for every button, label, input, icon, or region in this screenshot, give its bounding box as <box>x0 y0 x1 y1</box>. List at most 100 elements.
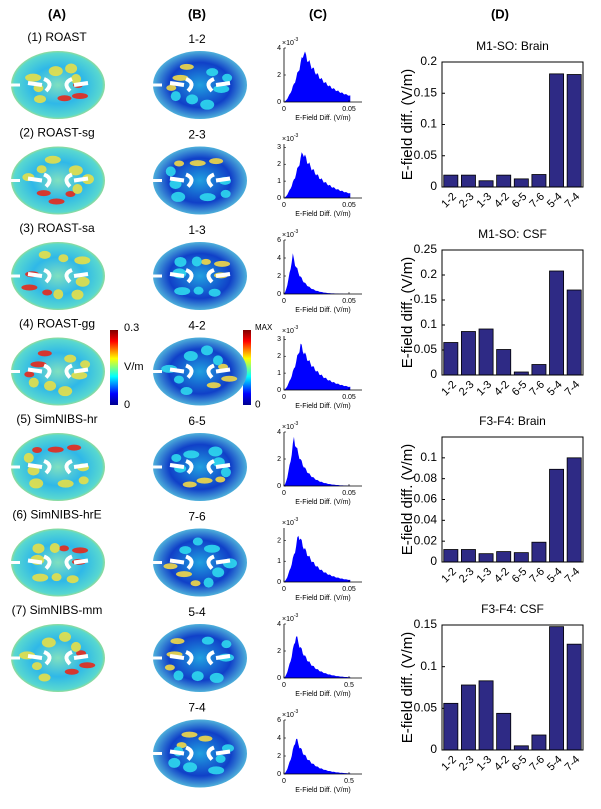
axis-multiplier: ×10-3 <box>282 517 299 527</box>
hotspot <box>71 92 88 99</box>
x-tick-label: 0.05 <box>342 586 356 593</box>
hotspot <box>183 350 198 361</box>
hotspot <box>176 571 193 578</box>
x-tick-label: 5-4 <box>545 566 565 586</box>
brain-outline <box>11 337 105 406</box>
hotspot <box>47 446 64 453</box>
x-tick-label: 2-3 <box>457 754 477 774</box>
hotspot <box>173 375 184 384</box>
y-axis-label: E-field diff. (V/m) <box>399 632 416 743</box>
brain-slice <box>11 146 105 215</box>
x-tick-label: 0.05 <box>342 202 356 209</box>
y-tick-label: 0 <box>277 579 281 586</box>
exponent: -3 <box>294 37 299 43</box>
x-tick-label: 1-3 <box>475 566 495 586</box>
x-tick-label: 7-4 <box>563 379 583 399</box>
histogram-shape <box>284 51 351 102</box>
ventricle <box>169 77 231 93</box>
hotspot <box>24 371 35 378</box>
x-axis-label: E-Field Diff. (V/m) <box>295 787 351 794</box>
y-tick-label: 3 <box>277 336 281 343</box>
hotspot <box>58 386 73 397</box>
row-label: (5) SimNIBS-hr <box>16 412 97 426</box>
hotspot <box>71 73 82 84</box>
x-tick-label: 0.05 <box>342 394 356 401</box>
x-tick-label: 0.5 <box>344 682 354 689</box>
brain-outline <box>11 51 105 119</box>
hotspot <box>170 91 181 102</box>
brain-outline <box>153 433 247 501</box>
row-label: 1-3 <box>188 223 206 237</box>
brain-outline <box>153 51 247 119</box>
hotspot <box>28 377 39 388</box>
x-axis-label: E-Field Diff. (V/m) <box>295 403 351 410</box>
y-tick-label: 0.08 <box>414 471 438 485</box>
bar <box>443 702 459 751</box>
y-tick-label: 0.1 <box>420 117 437 131</box>
hotspot <box>71 289 84 300</box>
hotspot <box>165 166 176 177</box>
y-tick-label: 0 <box>430 554 437 568</box>
bar <box>513 552 529 563</box>
hotspot <box>208 766 225 775</box>
hotspot <box>182 481 197 488</box>
hotspot <box>198 735 213 742</box>
multiplier: ×10 <box>282 520 294 527</box>
y-tick-label: 1 <box>277 370 281 377</box>
brain-slice <box>11 433 105 501</box>
axis-multiplier: ×10-3 <box>282 421 299 431</box>
hotspot <box>58 631 71 642</box>
axis-multiplier: ×10-3 <box>282 37 299 47</box>
hotspot <box>79 662 96 669</box>
row-label: 4-2 <box>188 319 206 333</box>
hotspot <box>66 575 79 584</box>
x-tick-label: 7-6 <box>527 566 547 586</box>
hotspot <box>38 250 51 259</box>
bar <box>460 684 476 751</box>
y-tick-label: 0 <box>430 367 437 381</box>
x-tick-label: 0 <box>282 586 286 593</box>
x-tick-label: 0.05 <box>342 106 356 113</box>
y-tick-label: 0.05 <box>414 148 438 162</box>
bar <box>566 643 582 751</box>
y-tick-label: 6 <box>277 717 281 724</box>
y-tick-label: 0 <box>277 483 281 490</box>
hotspot <box>212 355 223 366</box>
y-tick-label: 4 <box>277 735 281 742</box>
x-tick-label: 4-2 <box>492 754 512 774</box>
hotspot <box>21 284 38 291</box>
hotspot <box>57 479 74 488</box>
hotspot <box>70 641 81 652</box>
plot-frame <box>441 436 584 563</box>
ventricle <box>169 650 231 666</box>
ventricle <box>27 650 89 666</box>
panel-label: (A) <box>48 6 66 21</box>
hotspot <box>74 256 91 265</box>
y-tick-label: 0 <box>430 742 437 756</box>
hotspot <box>44 380 57 391</box>
bar <box>496 551 512 563</box>
x-tick-label: 6-5 <box>510 566 530 586</box>
x-tick-label: 5-4 <box>545 754 565 774</box>
row-label: (2) ROAST-sg <box>19 126 94 140</box>
hotspot <box>168 757 181 768</box>
hotspot <box>53 289 64 300</box>
hotspot <box>220 189 231 198</box>
y-tick-label: 0.04 <box>414 513 438 527</box>
x-tick-label: 7-6 <box>527 379 547 399</box>
colorbar-label: 0 <box>124 399 130 411</box>
y-tick-label: 0.1 <box>420 317 437 331</box>
hotspot <box>173 670 184 681</box>
bar <box>549 270 565 376</box>
hotspot <box>36 165 47 174</box>
x-tick-label: 6-5 <box>510 191 530 211</box>
y-tick-label: 0.05 <box>414 701 438 715</box>
hotspot <box>191 256 202 267</box>
x-tick-label: 0 <box>282 394 286 401</box>
row-label: 6-5 <box>188 414 206 428</box>
y-tick-label: 0.15 <box>414 617 438 631</box>
hotspot <box>42 289 53 296</box>
x-tick-label: 0 <box>282 490 286 497</box>
ventricle <box>27 268 89 284</box>
bar <box>496 712 512 751</box>
